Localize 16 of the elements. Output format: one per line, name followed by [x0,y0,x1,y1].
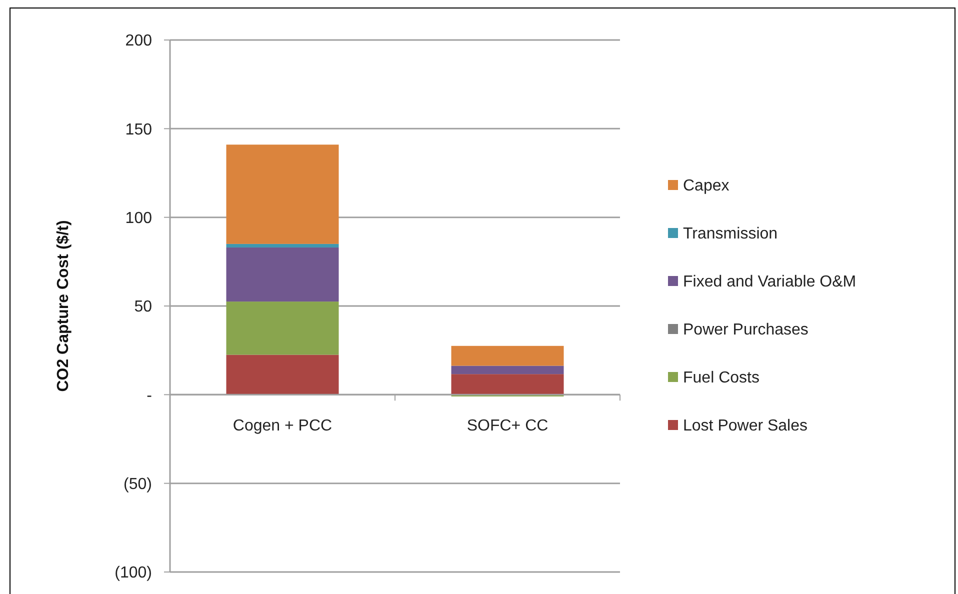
legend-label: Transmission [683,226,778,243]
y-tick-label: (100) [114,564,152,582]
legend-label: Capex [683,178,730,195]
y-tick-label: (50) [124,476,152,493]
x-tick-label: SOFC+ CC [466,418,548,435]
x-tick-label: Cogen + PCC [232,418,332,435]
y-tick-label: 50 [134,298,152,316]
y-tick-label: - [146,387,152,404]
legend-label: Lost Power Sales [683,418,808,435]
y-tick-label: 150 [125,121,152,138]
y-tick-label: 100 [125,210,152,227]
legend-label: Power Purchases [683,322,808,339]
legend-label: Fixed and Variable O&M [683,274,856,291]
y-axis-title: CO2 Capture Cost ($/t) [55,220,72,392]
y-tick-label: 200 [125,32,152,50]
legend-label: Fuel Costs [683,370,760,387]
